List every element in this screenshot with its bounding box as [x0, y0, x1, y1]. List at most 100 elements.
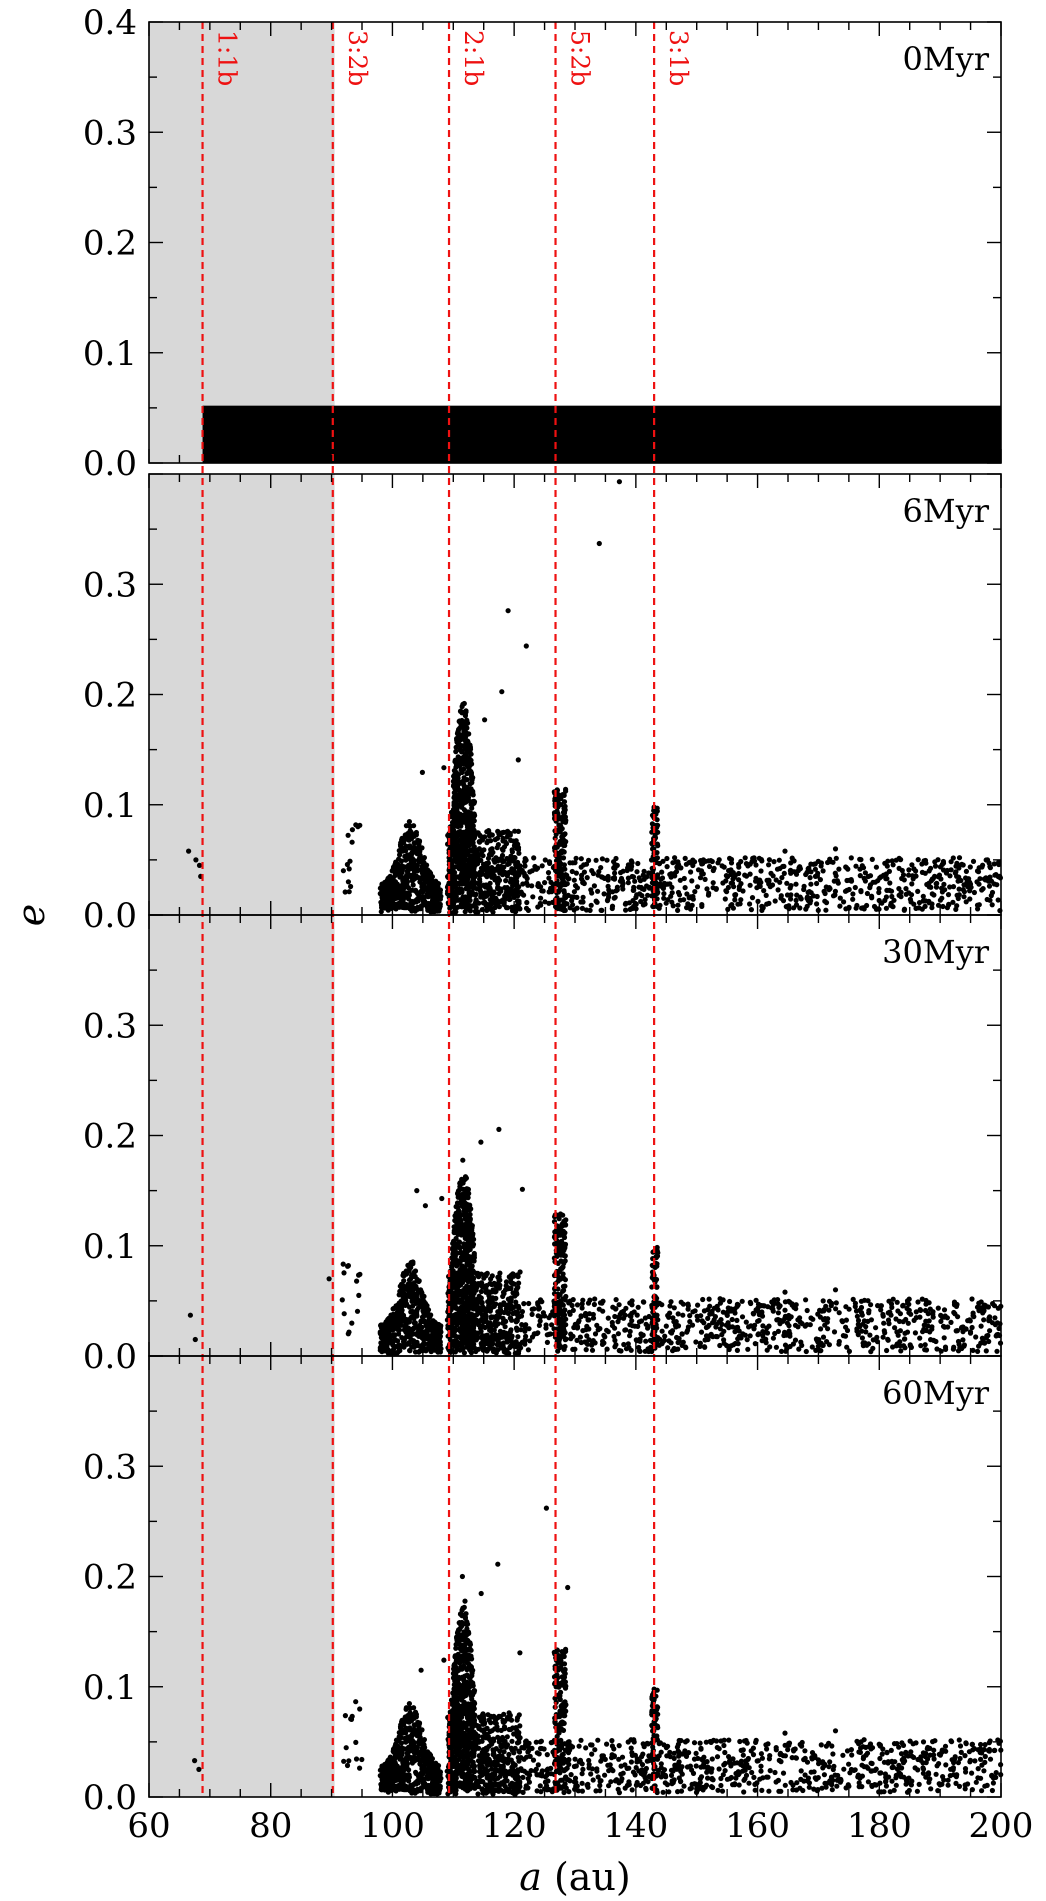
data-point	[786, 1323, 792, 1329]
data-point	[471, 1336, 478, 1342]
data-point	[580, 894, 586, 900]
data-point	[667, 1303, 673, 1309]
data-point	[392, 1336, 398, 1343]
data-point	[596, 1306, 602, 1312]
data-point	[808, 881, 814, 887]
data-point	[584, 875, 590, 881]
data-point	[735, 1341, 741, 1347]
data-point	[470, 1294, 476, 1300]
data-point	[733, 892, 739, 898]
data-point	[710, 867, 716, 874]
data-point	[465, 881, 471, 887]
data-point	[981, 1339, 987, 1345]
data-point	[784, 880, 790, 886]
data-point	[766, 862, 772, 868]
data-point	[789, 855, 795, 861]
data-point	[570, 1297, 576, 1303]
data-point	[476, 846, 482, 852]
data-point	[455, 853, 461, 859]
data-point	[920, 893, 926, 900]
data-point	[573, 855, 579, 861]
data-point	[393, 867, 399, 873]
data-point	[802, 1323, 808, 1329]
data-point	[640, 1299, 647, 1305]
data-point	[935, 857, 941, 863]
data-point	[632, 1323, 638, 1329]
data-point	[675, 902, 681, 908]
data-point	[525, 1347, 532, 1353]
data-point	[724, 1312, 730, 1318]
data-point	[699, 902, 705, 908]
data-point	[734, 1301, 741, 1307]
data-point	[415, 1324, 421, 1331]
data-point	[378, 909, 384, 915]
data-point	[911, 866, 917, 872]
data-point	[411, 905, 417, 911]
data-point	[600, 1338, 606, 1344]
data-point	[913, 1309, 919, 1315]
data-point	[740, 888, 746, 894]
data-point	[812, 873, 819, 880]
data-point	[750, 855, 756, 861]
data-point	[384, 1332, 390, 1338]
data-point	[894, 1329, 900, 1335]
data-point	[663, 1323, 669, 1329]
data-point	[755, 1318, 761, 1324]
data-point	[833, 1306, 839, 1312]
data-point	[452, 1280, 458, 1286]
data-point	[538, 895, 544, 901]
data-point	[563, 786, 569, 793]
data-point	[898, 1348, 904, 1354]
data-point	[345, 879, 351, 885]
data-point	[355, 824, 361, 830]
data-point	[555, 1348, 561, 1354]
data-point	[421, 884, 427, 891]
data-point	[883, 905, 890, 911]
data-point	[503, 1302, 509, 1308]
data-point	[522, 1328, 528, 1334]
data-point	[455, 740, 461, 746]
data-point	[947, 873, 953, 879]
data-point	[824, 1339, 830, 1345]
data-point	[459, 889, 465, 895]
data-point	[767, 1344, 773, 1350]
data-point	[415, 1297, 421, 1303]
data-point	[700, 871, 706, 877]
data-point	[582, 1339, 588, 1345]
data-point	[431, 893, 437, 899]
data-point	[958, 877, 964, 884]
data-point	[823, 907, 829, 913]
data-point	[777, 1303, 783, 1309]
data-point	[612, 1337, 618, 1343]
data-point	[784, 892, 791, 898]
data-point	[705, 1334, 711, 1340]
data-point	[523, 873, 529, 880]
data-point	[577, 1334, 584, 1340]
data-point	[453, 1314, 459, 1320]
data-point	[470, 1253, 476, 1260]
data-point	[546, 859, 553, 865]
data-point	[659, 869, 665, 875]
data-point	[739, 1314, 746, 1320]
data-point	[621, 1315, 627, 1321]
data-point	[825, 1316, 831, 1322]
data-point	[422, 1341, 428, 1347]
data-point	[940, 860, 947, 866]
data-point	[409, 851, 415, 857]
data-point	[601, 891, 607, 897]
data-point	[408, 1309, 414, 1315]
data-point	[619, 1310, 626, 1316]
data-point	[829, 1300, 835, 1306]
data-point	[831, 878, 837, 884]
data-point	[464, 1269, 470, 1275]
data-point	[401, 885, 407, 891]
data-point	[793, 869, 799, 875]
data-point	[704, 886, 710, 892]
data-point	[506, 869, 512, 876]
data-point	[492, 904, 498, 911]
data-point	[760, 1303, 766, 1309]
data-point	[902, 1336, 908, 1342]
data-point	[514, 845, 520, 852]
data-point	[508, 1343, 514, 1349]
data-point	[452, 1253, 458, 1260]
